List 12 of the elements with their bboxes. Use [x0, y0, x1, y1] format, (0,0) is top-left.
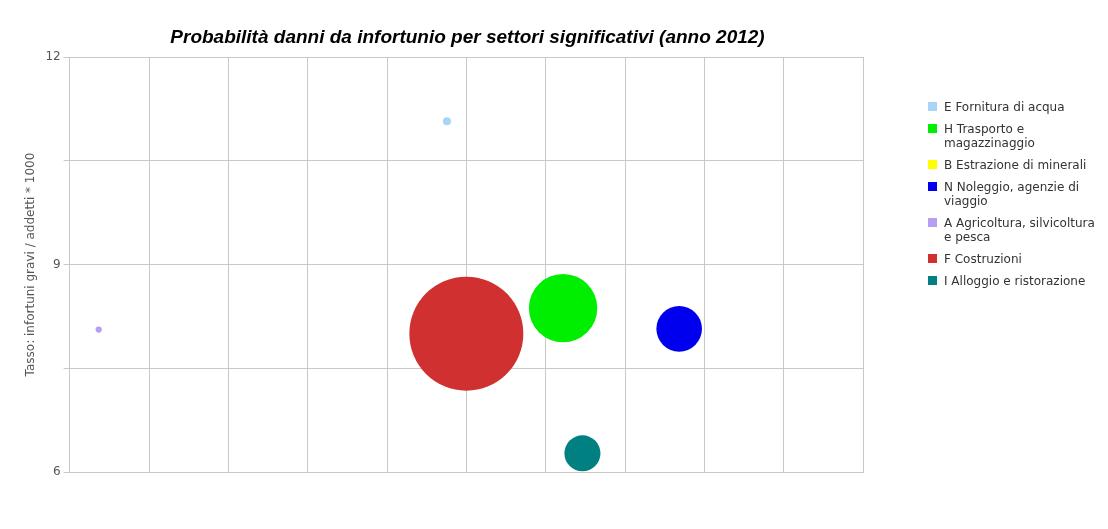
y-tick-label: 9: [53, 256, 61, 271]
y-tick-label: 12: [45, 49, 61, 64]
chart-title: Probabilità danni da infortunio per settori significativi (anno 2012): [170, 25, 765, 47]
legend-label: I Alloggio e ristorazione: [944, 274, 1086, 288]
legend-label: N Noleggio, agenzie di viaggio: [944, 180, 1081, 208]
legend-label: E Fornitura di acqua: [944, 100, 1065, 114]
legend-label: F Costruzioni: [944, 252, 1022, 266]
legend-label: B Estrazione di minerali: [944, 158, 1087, 172]
y-tick-label: 6: [53, 464, 61, 479]
y-axis-title: Tasso: infortuni gravi / addetti * 1000: [23, 152, 38, 378]
legend-label: A Agricoltura, silvicoltura e pesca: [944, 216, 1096, 244]
legend-label: H Trasporto e magazzinaggio: [944, 122, 1036, 150]
